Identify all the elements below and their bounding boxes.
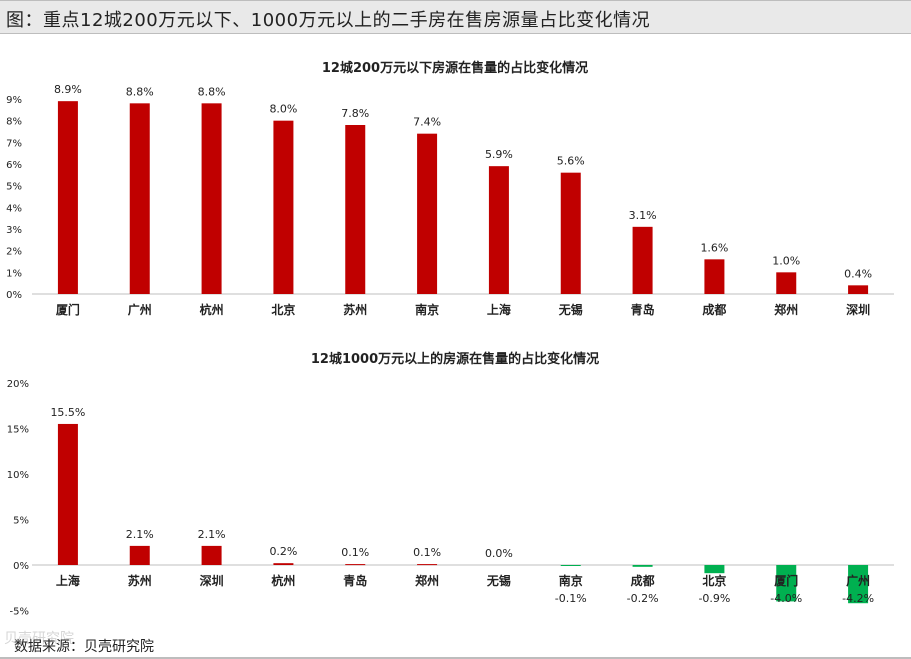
- lower-category-label: 成都: [631, 573, 655, 588]
- upper-bar: [704, 259, 725, 294]
- lower-category-label: 杭州: [271, 573, 295, 588]
- upper-y-tick-label: 0%: [6, 290, 22, 301]
- upper-category-label: 南京: [415, 302, 439, 317]
- upper-bar: [560, 172, 581, 294]
- upper-y-tick-label: 8%: [6, 117, 22, 128]
- upper-bar: [632, 226, 653, 294]
- lower-y-tick-label: 10%: [7, 470, 29, 481]
- lower-data-label: -0.2%: [627, 592, 659, 605]
- lower-bar: [273, 563, 294, 565]
- upper-bar: [57, 101, 78, 295]
- upper-bar: [129, 103, 150, 294]
- upper-data-label: 5.6%: [557, 155, 585, 168]
- lower-data-label: 2.1%: [198, 528, 226, 541]
- lower-chart-title: 12城1000万元以上的房源在售量的占比变化情况: [311, 351, 599, 367]
- upper-category-label: 杭州: [200, 302, 224, 317]
- upper-category-label: 成都: [702, 302, 726, 317]
- lower-data-label: -0.9%: [698, 592, 730, 605]
- upper-category-label: 厦门: [56, 302, 80, 317]
- figure-title: 图：重点12城200万元以下、1000万元以上的二手房在售房源量占比变化情况: [6, 10, 651, 31]
- lower-category-label: 南京: [559, 573, 583, 588]
- upper-data-label: 8.9%: [54, 83, 82, 96]
- lower-category-label: 苏州: [128, 573, 152, 588]
- upper-category-label: 深圳: [846, 302, 870, 317]
- lower-bar: [417, 564, 438, 566]
- lower-bar: [776, 565, 797, 602]
- upper-category-label: 北京: [271, 302, 295, 317]
- upper-y-tick-label: 2%: [6, 247, 22, 258]
- upper-bar: [417, 133, 438, 294]
- lower-data-label: 2.1%: [126, 528, 154, 541]
- upper-category-label: 上海: [487, 302, 511, 317]
- lower-y-tick-label: -5%: [10, 607, 29, 618]
- lower-data-label: -0.1%: [555, 592, 587, 605]
- upper-data-label: 1.6%: [700, 241, 728, 254]
- upper-data-label: 7.8%: [341, 107, 369, 120]
- figure-header: 图：重点12城200万元以下、1000万元以上的二手房在售房源量占比变化情况: [0, 0, 911, 34]
- lower-category-label: 青岛: [343, 573, 367, 588]
- lower-bar: [345, 564, 366, 566]
- upper-chart-title: 12城200万元以下房源在售量的占比变化情况: [322, 60, 588, 76]
- watermark: 贝壳研究院: [4, 631, 74, 647]
- upper-y-tick-label: 3%: [6, 225, 22, 236]
- upper-y-tick-label: 6%: [6, 160, 22, 171]
- bottom-divider: [0, 657, 911, 659]
- lower-y-tick-label: 5%: [13, 516, 29, 527]
- upper-data-label: 7.4%: [413, 116, 441, 129]
- lower-category-label: 上海: [56, 573, 80, 588]
- upper-data-label: 0.4%: [844, 267, 872, 280]
- lower-data-label: -4.2%: [842, 592, 874, 605]
- lower-y-tick-label: 20%: [7, 379, 29, 390]
- lower-category-label: 无锡: [486, 573, 511, 588]
- lower-bar: [129, 545, 150, 565]
- lower-bar: [632, 565, 653, 567]
- upper-y-tick-label: 9%: [6, 95, 22, 106]
- upper-data-label: 5.9%: [485, 148, 513, 161]
- upper-category-label: 郑州: [774, 302, 798, 317]
- upper-bar: [488, 166, 509, 294]
- upper-y-tick-label: 4%: [6, 203, 22, 214]
- lower-bar: [57, 423, 78, 565]
- upper-data-label: 8.8%: [126, 85, 154, 98]
- upper-y-tick-label: 7%: [6, 138, 22, 149]
- upper-bar: [273, 120, 294, 295]
- lower-y-tick-label: 0%: [13, 561, 29, 572]
- lower-data-label: 0.2%: [269, 545, 297, 558]
- upper-bar: [776, 272, 797, 294]
- upper-data-label: 8.0%: [269, 103, 297, 116]
- lower-data-label: 0.0%: [485, 547, 513, 560]
- lower-bar: [704, 565, 725, 574]
- lower-bar: [201, 545, 222, 565]
- source-text: 数据来源：贝壳研究院: [14, 639, 154, 655]
- upper-bar: [848, 285, 869, 294]
- lower-data-label: 0.1%: [413, 546, 441, 559]
- lower-bar: [848, 565, 869, 604]
- upper-category-label: 苏州: [343, 302, 367, 317]
- upper-y-tick-label: 1%: [6, 268, 22, 279]
- upper-bar: [345, 125, 366, 294]
- upper-y-tick-label: 5%: [6, 182, 22, 193]
- lower-category-label: 厦门: [774, 573, 798, 588]
- upper-bar: [201, 103, 222, 294]
- lower-y-tick-label: 15%: [7, 425, 29, 436]
- upper-data-label: 8.8%: [198, 85, 226, 98]
- upper-category-label: 青岛: [631, 302, 655, 317]
- lower-data-label: -4.0%: [770, 592, 802, 605]
- upper-category-label: 广州: [128, 302, 152, 317]
- lower-category-label: 郑州: [415, 573, 439, 588]
- upper-data-label: 3.1%: [629, 209, 657, 222]
- upper-category-label: 无锡: [558, 302, 583, 317]
- lower-category-label: 广州: [846, 573, 870, 588]
- lower-data-label: 0.1%: [341, 546, 369, 559]
- lower-category-label: 深圳: [200, 573, 224, 588]
- upper-data-label: 1.0%: [772, 254, 800, 267]
- lower-data-label: 15.5%: [50, 406, 85, 419]
- lower-category-label: 北京: [702, 573, 726, 588]
- lower-bar: [560, 565, 581, 566]
